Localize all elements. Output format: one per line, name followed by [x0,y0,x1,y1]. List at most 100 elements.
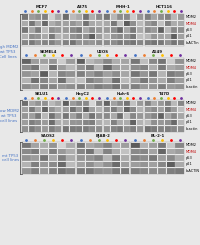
Bar [22,58,75,90]
Bar [55,107,61,112]
Bar [171,40,177,46]
Bar [66,143,75,148]
Bar [29,40,35,46]
Bar [175,71,184,77]
Bar [151,107,157,112]
Bar [49,162,57,167]
Bar [83,40,89,46]
Bar [35,14,41,20]
Bar [22,59,31,64]
Text: HCT116: HCT116 [156,5,173,10]
Bar [35,113,41,119]
Bar [76,58,130,90]
Bar [22,155,31,161]
Bar [55,14,61,20]
Bar [83,107,89,112]
Bar [70,107,76,112]
Bar [158,40,164,46]
Bar [96,21,102,26]
Bar [178,107,184,112]
Bar [111,107,117,112]
Bar [121,155,129,161]
Bar [22,78,31,83]
Bar [22,14,28,20]
Bar [63,34,69,39]
Bar [158,126,164,132]
Bar [131,59,140,64]
Bar [49,34,55,39]
Bar [42,27,48,33]
Bar [22,113,28,119]
Bar [86,168,94,173]
Bar [94,155,103,161]
Bar [145,14,151,20]
Bar [76,34,82,39]
Bar [89,27,95,33]
Text: b-actin: b-actin [186,85,198,89]
Bar [83,14,89,20]
Bar [89,21,95,26]
Bar [83,21,89,26]
Bar [96,107,102,112]
Bar [151,40,157,46]
Bar [131,84,140,89]
Bar [178,27,184,33]
Bar [171,14,177,20]
Bar [112,143,120,148]
Bar [130,34,136,39]
Bar [83,113,89,119]
Bar [29,34,35,39]
Bar [117,126,123,132]
Bar [130,126,136,132]
Bar [171,27,177,33]
Bar [22,14,61,46]
Bar [66,65,75,70]
Bar [22,34,28,39]
Bar [49,149,57,154]
Bar [104,120,110,125]
Bar [124,27,130,33]
Bar [121,143,129,148]
Bar [112,71,120,77]
Bar [137,107,143,112]
Bar [86,65,94,70]
Bar [121,59,129,64]
Bar [63,27,69,33]
Bar [77,155,85,161]
Bar [49,155,57,161]
Bar [104,34,110,39]
Bar [40,168,48,173]
Bar [35,40,41,46]
Bar [117,34,123,39]
Bar [124,113,130,119]
Bar [151,113,157,119]
Text: SKLU1: SKLU1 [35,91,49,96]
Bar [124,21,130,26]
Bar [178,120,184,125]
Bar [58,155,66,161]
Bar [104,113,110,119]
Bar [158,59,166,64]
Bar [66,149,75,154]
Bar [171,113,177,119]
Bar [103,65,112,70]
Bar [31,84,39,89]
Bar [137,120,143,125]
Bar [94,143,103,148]
Bar [137,27,143,33]
Bar [86,71,94,77]
Bar [58,71,66,77]
Bar [76,126,82,132]
Text: BL-2-1: BL-2-1 [150,134,165,137]
Text: p21: p21 [186,120,192,124]
Bar [22,40,28,46]
Bar [63,100,69,106]
Bar [140,78,148,83]
Bar [124,40,130,46]
Text: A549: A549 [152,49,163,53]
Bar [76,21,82,26]
Bar [58,84,66,89]
Bar [140,155,148,161]
Bar [94,59,103,64]
Bar [55,100,61,106]
